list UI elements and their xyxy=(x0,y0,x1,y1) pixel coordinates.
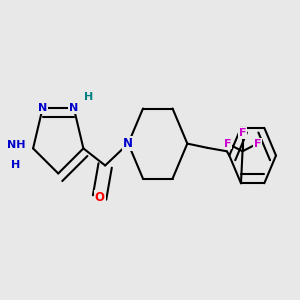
Text: NH: NH xyxy=(7,140,25,150)
Text: H: H xyxy=(11,160,21,170)
Text: F: F xyxy=(254,139,261,148)
Text: O: O xyxy=(94,191,105,204)
Text: N: N xyxy=(123,137,133,150)
Text: F: F xyxy=(239,128,246,138)
Text: N: N xyxy=(69,103,78,113)
Text: F: F xyxy=(224,139,231,148)
Text: N: N xyxy=(38,103,47,113)
Text: H: H xyxy=(84,92,93,102)
